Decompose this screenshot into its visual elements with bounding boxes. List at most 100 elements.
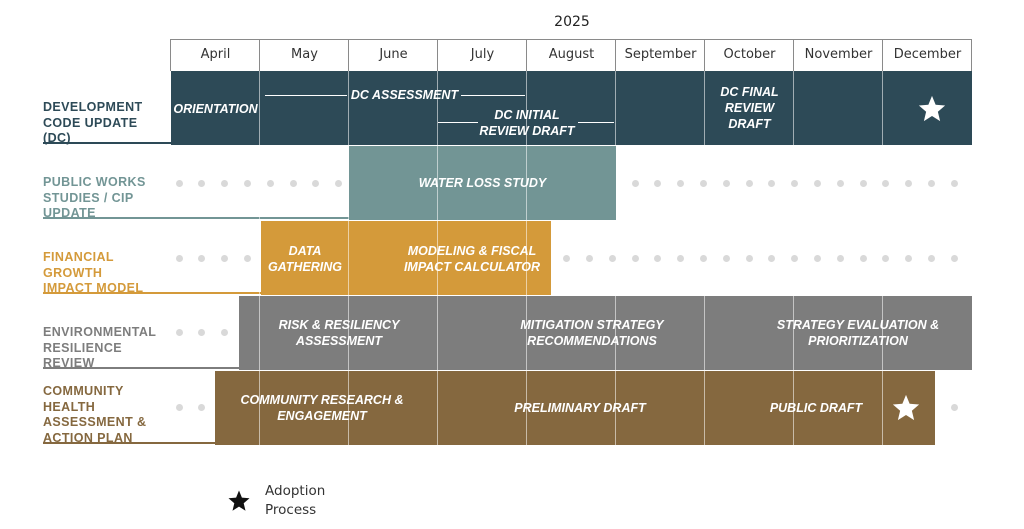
month-june: June: [379, 47, 408, 62]
track-dot: [813, 254, 821, 262]
track-dot: [699, 179, 707, 187]
track-dot: [722, 179, 730, 187]
track-dot: [950, 403, 958, 411]
header-divider: [170, 39, 972, 40]
header-separator: [348, 39, 349, 71]
track-dot: [243, 179, 251, 187]
legend-line: Process: [265, 502, 317, 518]
track-dot: [631, 254, 639, 262]
timeline-year: 2025: [554, 14, 590, 30]
track-dot: [585, 254, 593, 262]
task-line: COMMUNITY RESEARCH &: [240, 393, 404, 407]
month-may: May: [291, 47, 318, 62]
task-modeling-fiscal: MODELING & FISCAL IMPACT CALCULATOR: [372, 243, 572, 275]
row-label-public-works: PUBLIC WORKS STUDIES / CIP UPDATE: [43, 175, 175, 222]
track-dot: [813, 179, 821, 187]
bar-financial: [261, 221, 551, 295]
task-line: RECOMMENDATIONS: [527, 334, 657, 348]
row-label-line: ACTION PLAN: [43, 430, 133, 445]
task-line: DATA: [288, 244, 322, 258]
track-dot: [175, 328, 183, 336]
header-separator: [437, 39, 438, 71]
row-label-line: CODE UPDATE: [43, 115, 138, 130]
header-separator: [971, 39, 972, 71]
row-label-financial: FINANCIAL GROWTH IMPACT MODEL: [43, 250, 175, 297]
row-label-line: FINANCIAL: [43, 250, 114, 264]
track-dot: [175, 403, 183, 411]
task-line: DRAFT: [728, 117, 771, 131]
task-line: REVIEW: [724, 101, 775, 115]
bar-public-works: [349, 146, 616, 220]
task-dc-final-draft: DC FINAL REVIEW DRAFT: [705, 84, 794, 132]
task-connector-line: [265, 95, 347, 96]
month-october: October: [723, 47, 776, 62]
bar-dc: [171, 71, 972, 145]
task-data-gathering: DATA GATHERING: [261, 243, 349, 275]
header-separator: [882, 39, 883, 71]
track-dot: [563, 254, 571, 262]
track-dot: [221, 179, 229, 187]
row-label-line: UPDATE: [43, 206, 96, 220]
track-dot: [859, 254, 867, 262]
track-dot: [654, 179, 662, 187]
gridline: [793, 296, 794, 445]
task-water-loss-study: WATER LOSS STUDY: [418, 176, 547, 190]
track-dot: [243, 254, 251, 262]
header-separator: [170, 39, 171, 71]
header-separator: [615, 39, 616, 71]
track-dot: [175, 254, 183, 262]
task-connector-line: [578, 122, 614, 123]
gridline: [882, 296, 883, 445]
track-dot: [905, 254, 913, 262]
row-label-line: DEVELOPMENT: [43, 100, 143, 114]
row-label-line: GROWTH: [43, 265, 103, 280]
track-dot: [722, 254, 730, 262]
track-dot: [175, 179, 183, 187]
task-line: GATHERING: [267, 260, 343, 274]
row-underline-environmental: [43, 367, 239, 369]
task-line: DC INITIAL: [494, 108, 560, 122]
task-line: RISK & RESILIENCY: [278, 318, 400, 332]
row-label-environmental: ENVIRONMENTAL RESILIENCE REVIEW: [43, 325, 175, 372]
task-line: DC FINAL: [720, 85, 779, 99]
task-line: MODELING & FISCAL: [407, 244, 537, 258]
track-dot: [745, 179, 753, 187]
track-dot: [950, 179, 958, 187]
legend-label: Adoption Process: [265, 482, 325, 520]
row-underline-financial: [43, 292, 261, 294]
task-line: REVIEW DRAFT: [479, 124, 575, 138]
row-label-line: COMMUNITY: [43, 384, 124, 398]
gridline: [526, 71, 527, 445]
row-underline-dc: [43, 142, 171, 144]
month-july: July: [470, 47, 495, 62]
track-dot: [791, 254, 799, 262]
row-label-line: STUDIES / CIP: [43, 190, 134, 205]
gridline: [704, 296, 705, 445]
row-label-line: HEALTH: [43, 399, 96, 414]
track-dot: [198, 328, 206, 336]
month-november: November: [804, 47, 873, 62]
track-dot: [198, 254, 206, 262]
task-connector-line: [461, 95, 525, 96]
row-label-line: (DC): [43, 131, 71, 145]
gridline: [437, 71, 438, 445]
task-line: STRATEGY EVALUATION &: [776, 318, 940, 332]
track-dot: [221, 328, 229, 336]
gridline: [615, 296, 616, 445]
task-line: IMPACT CALCULATOR: [403, 260, 541, 274]
track-dot: [745, 254, 753, 262]
gridline: [704, 71, 705, 146]
task-mitigation: MITIGATION STRATEGY RECOMMENDATIONS: [497, 317, 687, 349]
month-september: September: [624, 47, 697, 62]
track-dot: [266, 179, 274, 187]
task-community-research: COMMUNITY RESEARCH & ENGAGEMENT: [222, 392, 422, 424]
track-dot: [768, 179, 776, 187]
track-dot: [836, 179, 844, 187]
track-dot: [289, 179, 297, 187]
track-dot: [608, 254, 616, 262]
month-december: December: [893, 47, 962, 62]
task-public-draft: PUBLIC DRAFT: [769, 401, 863, 415]
header-separator: [793, 39, 794, 71]
row-label-line: ENVIRONMENTAL: [43, 325, 157, 339]
track-dot: [927, 179, 935, 187]
